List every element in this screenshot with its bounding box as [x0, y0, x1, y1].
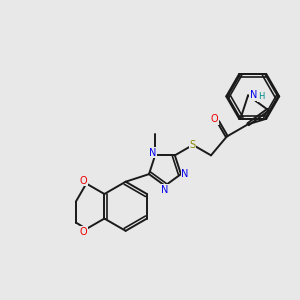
Text: O: O [80, 176, 88, 186]
Text: N: N [161, 184, 169, 195]
Text: H: H [258, 92, 264, 101]
Text: S: S [190, 140, 196, 150]
Text: N: N [250, 90, 257, 100]
Text: N: N [149, 148, 156, 158]
Text: N: N [181, 169, 188, 179]
Text: O: O [211, 114, 218, 124]
Text: O: O [80, 226, 88, 237]
